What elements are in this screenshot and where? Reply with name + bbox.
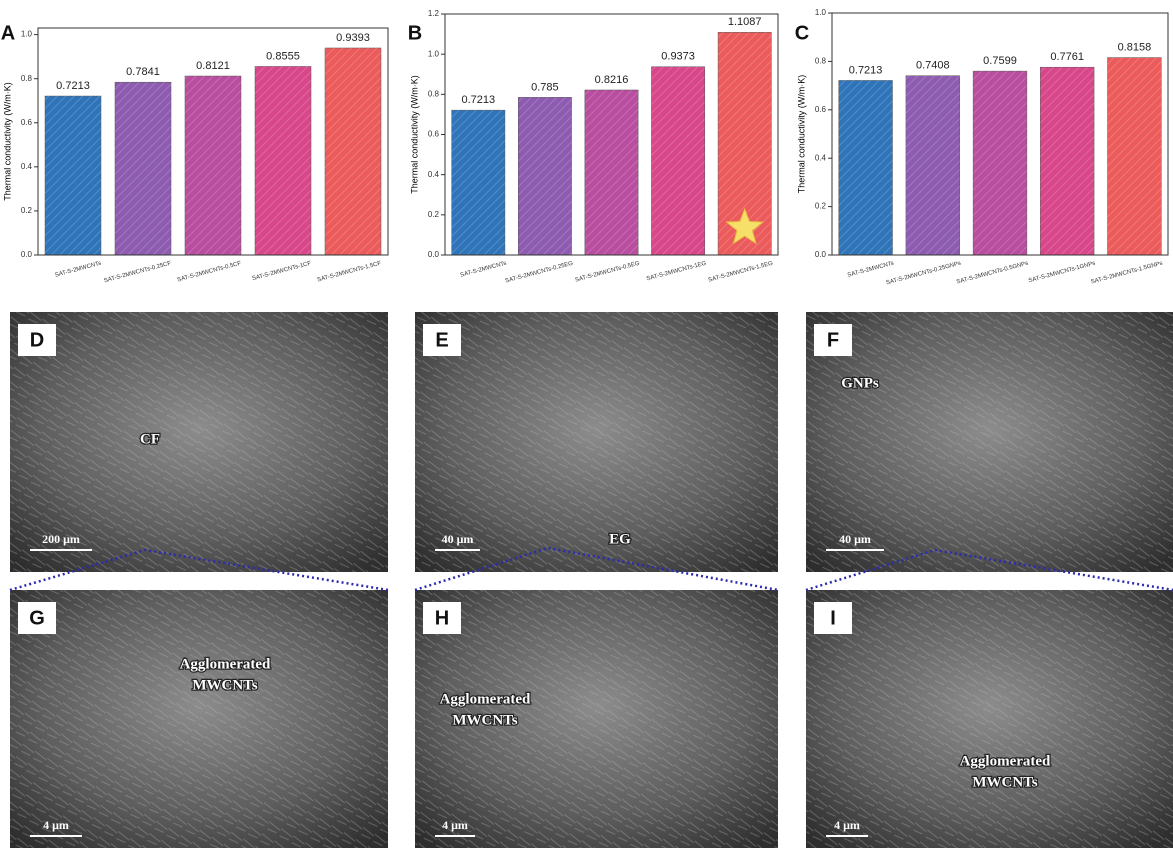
bar-hatch (255, 66, 311, 255)
x-tick-label: SAT-S-2MWCNTs-1.5GNPs (1090, 261, 1163, 286)
y-axis-label: Thermal conductivity (W/m·K) (2, 82, 12, 201)
sem-panel: I Agglomerated MWCNTs 4 μm (806, 590, 1173, 848)
y-tick-label: 0.4 (21, 162, 33, 171)
x-tick-label: SAT-S-2MWCNTs-0.5EG (575, 261, 641, 284)
x-tick-label: SAT-S-2MWCNTs-1EG (646, 261, 707, 283)
panel-label: A (1, 22, 15, 44)
value-label: 0.9393 (336, 32, 370, 44)
x-tick-label: SAT-S-2MWCNTs-1.5CF (317, 261, 383, 284)
annotation: CF (140, 431, 160, 447)
sem-panel: D CF 200 μm (10, 312, 388, 572)
value-label: 1.1087 (728, 16, 762, 28)
sem-panel: G Agglomerated MWCNTs 4 μm (10, 590, 388, 848)
scale-label: 4 μm (43, 818, 69, 832)
x-tick-label: SAT-S-2MWCNTs (460, 261, 507, 279)
figure: D CF 200 μm E EG 40 μm F GNPs 40 μm G Agglomerated… (0, 0, 1173, 848)
x-tick-label: SAT-S-2MWCNTs-1.5EG (708, 261, 774, 284)
y-tick-label: 0.8 (21, 74, 33, 83)
annotation: GNPs (841, 375, 879, 391)
bar-hatch (906, 76, 960, 255)
panel-label: E (435, 329, 448, 351)
bar-hatch (452, 110, 505, 255)
y-tick-label: 1.0 (428, 49, 440, 58)
bar-hatch (839, 80, 893, 255)
bar-hatch (1108, 58, 1162, 255)
bar-hatch (973, 71, 1027, 255)
scale-label: 200 μm (42, 532, 80, 546)
y-tick-label: 0.6 (815, 105, 827, 114)
panel-label: H (435, 607, 449, 629)
y-tick-label: 0.8 (428, 89, 440, 98)
y-tick-label: 1.0 (815, 8, 827, 17)
bar-hatch (518, 97, 571, 255)
sem-panel: F GNPs 40 μm (806, 312, 1173, 572)
value-label: 0.8158 (1118, 41, 1152, 53)
value-label: 0.7841 (126, 66, 160, 78)
value-label: 0.7599 (983, 55, 1017, 67)
sem-panel: E EG 40 μm (415, 312, 778, 572)
x-tick-label: SAT-S-2MWCNTs-0.5CF (177, 261, 243, 284)
panel-label: C (795, 22, 809, 44)
value-label: 0.8216 (595, 74, 629, 86)
bar-hatch (651, 67, 704, 255)
y-tick-label: 0.2 (21, 206, 33, 215)
panel-label: I (830, 607, 836, 629)
bar-hatch (185, 76, 241, 255)
panel-label: D (30, 329, 44, 351)
y-tick-label: 1.2 (428, 9, 440, 18)
y-tick-label: 1.0 (21, 30, 33, 39)
value-label: 0.8121 (196, 60, 230, 72)
annotation: MWCNTs (972, 774, 1037, 790)
x-tick-label: SAT-S-2MWCNTs-0.25EG (505, 261, 574, 285)
panel-label: G (29, 607, 45, 629)
value-label: 0.7213 (849, 64, 883, 76)
y-tick-label: 0.2 (815, 202, 827, 211)
x-tick-label: SAT-S-2MWCNTs (54, 261, 101, 279)
value-label: 0.7761 (1050, 51, 1084, 63)
y-tick-label: 0.0 (815, 250, 827, 259)
value-label: 0.785 (531, 81, 559, 93)
sem-texture (10, 590, 388, 848)
x-tick-label: SAT-S-2MWCNTs (847, 261, 894, 279)
scale-label: 4 μm (442, 818, 468, 832)
y-axis-label: Thermal conductivity (W/m·K) (796, 75, 806, 194)
bar-hatch (45, 96, 101, 255)
value-label: 0.9373 (661, 51, 695, 63)
x-tick-label: SAT-S-2MWCNTs-1GNPs (1028, 261, 1096, 285)
bar-hatch (1040, 67, 1094, 255)
bar-hatch (585, 90, 638, 255)
y-axis-label: Thermal conductivity (W/m·K) (409, 75, 419, 194)
annotation: EG (609, 531, 631, 547)
annotation: Agglomerated (180, 656, 271, 672)
panel-label: F (827, 329, 839, 351)
annotation: Agglomerated (440, 691, 531, 707)
y-tick-label: 0.0 (21, 250, 33, 259)
y-tick-label: 0.4 (428, 170, 440, 179)
bar-hatch (115, 82, 171, 255)
y-tick-label: 0.6 (21, 118, 33, 127)
x-tick-label: SAT-S-2MWCNTs-0.5GNPs (956, 261, 1029, 286)
bar-hatch (325, 48, 381, 255)
y-tick-label: 0.8 (815, 57, 827, 66)
scale-label: 40 μm (442, 532, 474, 546)
sem-panel: H Agglomerated MWCNTs 4 μm (415, 590, 778, 848)
scale-label: 40 μm (839, 532, 871, 546)
annotation: MWCNTs (452, 712, 517, 728)
scale-label: 4 μm (834, 818, 860, 832)
annotation: MWCNTs (192, 677, 257, 693)
value-label: 0.7213 (56, 80, 90, 92)
y-tick-label: 0.0 (428, 250, 440, 259)
x-tick-label: SAT-S-2MWCNTs-0.25GNPs (886, 261, 962, 287)
y-tick-label: 0.6 (428, 130, 440, 139)
x-tick-label: SAT-S-2MWCNTs-1CF (252, 261, 313, 283)
annotation: Agglomerated (960, 753, 1051, 769)
y-tick-label: 0.4 (815, 153, 827, 162)
value-label: 0.7213 (461, 94, 495, 106)
x-tick-label: SAT-S-2MWCNTs-0.25CF (103, 261, 172, 285)
value-label: 0.8555 (266, 50, 300, 62)
panel-label: B (408, 22, 422, 44)
value-label: 0.7408 (916, 60, 950, 72)
sem-texture (806, 590, 1173, 848)
y-tick-label: 0.2 (428, 210, 440, 219)
